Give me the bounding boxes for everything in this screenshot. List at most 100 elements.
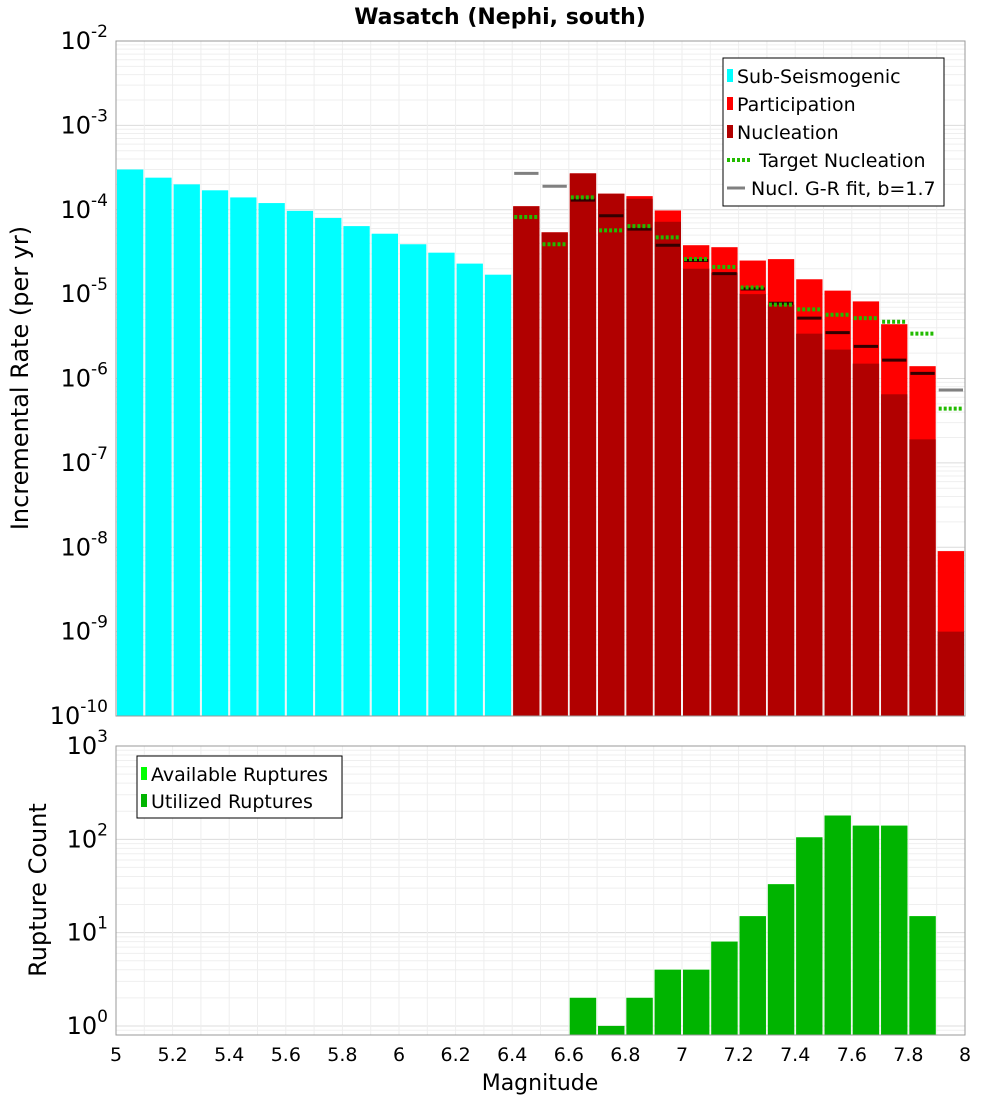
sub-seismogenic-bar bbox=[371, 233, 398, 716]
utilized-ruptures-bar bbox=[569, 997, 597, 1035]
sub-seismogenic-bar bbox=[484, 274, 512, 716]
nucleation-bar bbox=[541, 232, 568, 716]
x-tick-label: 6.4 bbox=[497, 1044, 527, 1066]
top-legend: Sub-Seismogenic Participation Nucleation Ta… bbox=[722, 57, 945, 207]
x-tick-label: 7.4 bbox=[780, 1044, 810, 1066]
x-tick-label: 5.8 bbox=[327, 1044, 357, 1066]
y-tick-label: 10-5 bbox=[61, 275, 109, 308]
legend-swatch bbox=[727, 97, 733, 110]
nucleation-bar bbox=[881, 394, 908, 716]
legend-box bbox=[722, 57, 945, 207]
sub-seismogenic-bar bbox=[230, 197, 257, 717]
y-tick-label: 10-7 bbox=[61, 444, 109, 477]
top-bars bbox=[117, 169, 964, 717]
x-axis-label: Magnitude bbox=[482, 1071, 599, 1096]
sub-seismogenic-bar bbox=[456, 263, 483, 716]
sub-seismogenic-bar bbox=[145, 177, 172, 716]
sub-seismogenic-bar bbox=[428, 252, 455, 716]
bottom-bars bbox=[569, 815, 936, 1035]
x-tick-label: 5 bbox=[110, 1044, 122, 1066]
chart-title: Wasatch (Nephi, south) bbox=[354, 5, 646, 30]
top-y-ticks: 10-10 10-9 10-8 10-7 10-6 10-5 10-4 10-3 10-2 bbox=[50, 22, 108, 730]
legend-box bbox=[136, 755, 343, 819]
top-y-axis-label: Incremental Rate (per yr) bbox=[6, 226, 34, 530]
legend-swatch bbox=[141, 794, 147, 807]
sub-seismogenic-bar bbox=[343, 226, 370, 716]
utilized-ruptures-bar bbox=[598, 1025, 625, 1035]
x-tick-label: 7.8 bbox=[893, 1044, 923, 1066]
utilized-ruptures-bar bbox=[767, 884, 795, 1035]
y-tick-label: 101 bbox=[67, 914, 108, 947]
legend-label: Utilized Ruptures bbox=[151, 791, 313, 813]
legend-label: Nucl. G-R fit, b=1.7 bbox=[751, 178, 936, 200]
sub-seismogenic-bar bbox=[117, 169, 144, 716]
nucleation-bar bbox=[598, 193, 625, 716]
legend-label: Available Ruptures bbox=[151, 764, 328, 786]
x-tick-label: 8 bbox=[959, 1044, 971, 1066]
utilized-ruptures-bar bbox=[824, 815, 851, 1035]
utilized-ruptures-bar bbox=[852, 825, 880, 1035]
nucleation-bar bbox=[796, 333, 823, 716]
y-tick-label: 103 bbox=[67, 727, 108, 760]
utilized-ruptures-bar bbox=[909, 916, 936, 1035]
sub-seismogenic-bar bbox=[258, 203, 285, 716]
bottom-y-axis-label: Rupture Count bbox=[24, 803, 52, 977]
legend-swatch bbox=[727, 125, 733, 138]
nucleation-bar bbox=[626, 198, 653, 717]
top-gridlines bbox=[115, 41, 966, 717]
sub-seismogenic-bar bbox=[400, 244, 427, 717]
utilized-ruptures-bar bbox=[796, 837, 823, 1035]
legend-label: Nucleation bbox=[737, 122, 839, 144]
nucleation-bar bbox=[909, 439, 936, 716]
x-tick-label: 6.6 bbox=[554, 1044, 584, 1066]
nucleation-bar bbox=[654, 221, 681, 716]
sub-seismogenic-bar bbox=[201, 190, 229, 716]
x-tick-label: 7.2 bbox=[723, 1044, 753, 1066]
utilized-ruptures-bar bbox=[711, 941, 738, 1035]
y-tick-label: 10-2 bbox=[61, 22, 109, 55]
y-tick-label: 10-8 bbox=[61, 528, 109, 561]
x-tick-label: 7 bbox=[676, 1044, 688, 1066]
legend-swatch bbox=[727, 69, 733, 82]
legend-label: Target Nucleation bbox=[758, 150, 926, 172]
x-ticks: 5 5.2 5.4 5.6 5.8 6 6.2 6.4 6.6 6.8 7 7.2 7.4 7.6 7.8 8 bbox=[110, 1044, 971, 1066]
x-tick-label: 6.2 bbox=[440, 1044, 470, 1066]
legend-swatch bbox=[141, 767, 147, 780]
sub-seismogenic-bar bbox=[286, 210, 314, 716]
y-tick-label: 10-10 bbox=[50, 697, 108, 730]
nucleation-bar bbox=[824, 349, 851, 716]
bottom-plot-frame bbox=[115, 745, 966, 1036]
y-tick-label: 100 bbox=[67, 1007, 108, 1040]
utilized-ruptures-bar bbox=[654, 969, 681, 1035]
sub-seismogenic-bar bbox=[315, 217, 342, 716]
nucleation-bar bbox=[767, 304, 795, 716]
utilized-ruptures-bar bbox=[683, 969, 710, 1035]
x-tick-label: 5.4 bbox=[214, 1044, 244, 1066]
utilized-ruptures-bar bbox=[881, 825, 908, 1035]
y-tick-label: 102 bbox=[67, 820, 108, 853]
x-tick-label: 5.2 bbox=[157, 1044, 187, 1066]
x-tick-label: 6 bbox=[393, 1044, 405, 1066]
y-tick-label: 10-6 bbox=[61, 360, 109, 393]
nucleation-bar bbox=[937, 631, 964, 716]
y-tick-label: 10-4 bbox=[61, 191, 109, 224]
bottom-legend: Available Ruptures Utilized Ruptures bbox=[136, 755, 343, 819]
utilized-ruptures-bar bbox=[739, 916, 766, 1035]
nucleation-bar bbox=[852, 363, 880, 716]
nucleation-bar bbox=[513, 206, 540, 716]
sub-seismogenic-bar bbox=[173, 184, 200, 717]
top-plot-frame bbox=[115, 40, 966, 717]
bottom-y-ticks: 100 101 102 103 bbox=[67, 727, 108, 1040]
x-tick-label: 7.6 bbox=[837, 1044, 867, 1066]
legend-label: Participation bbox=[737, 94, 856, 116]
utilized-ruptures-bar bbox=[626, 997, 653, 1035]
nucleation-bar bbox=[683, 268, 710, 716]
nucleation-bar bbox=[711, 272, 738, 716]
x-tick-label: 5.6 bbox=[271, 1044, 301, 1066]
nucleation-bar bbox=[739, 294, 766, 716]
x-tick-label: 6.8 bbox=[610, 1044, 640, 1066]
y-tick-label: 10-3 bbox=[61, 106, 109, 139]
legend-label: Sub-Seismogenic bbox=[737, 66, 901, 88]
